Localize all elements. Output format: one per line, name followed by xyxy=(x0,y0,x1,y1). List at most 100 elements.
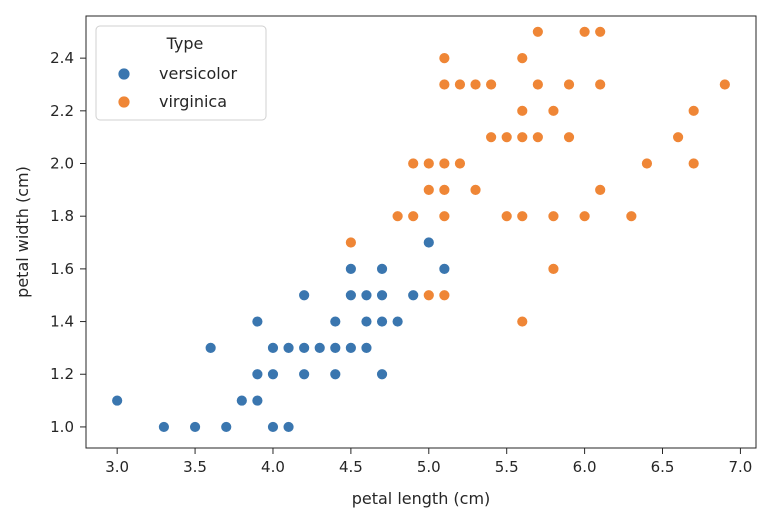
point-versicolor xyxy=(329,342,342,354)
x-tick-label: 3.0 xyxy=(105,458,129,476)
point-versicolor xyxy=(360,315,373,328)
point-virginica xyxy=(500,131,513,144)
y-tick-label: 1.0 xyxy=(50,418,74,436)
point-virginica xyxy=(422,157,435,170)
y-tick-label: 2.4 xyxy=(50,49,74,67)
point-versicolor xyxy=(344,289,357,302)
y-tick-label: 1.4 xyxy=(50,313,74,331)
point-virginica xyxy=(594,25,607,38)
legend-label-virginica: virginica xyxy=(159,92,227,111)
point-virginica xyxy=(531,131,544,144)
point-virginica xyxy=(687,104,700,117)
points-layer xyxy=(111,25,731,433)
point-versicolor xyxy=(158,421,170,433)
y-tick-label: 1.2 xyxy=(50,365,74,383)
point-virginica xyxy=(438,52,451,65)
point-virginica xyxy=(594,183,607,196)
x-tick-label: 5.0 xyxy=(417,458,441,476)
x-tick-label: 7.0 xyxy=(728,458,752,476)
point-virginica xyxy=(516,131,529,144)
point-virginica xyxy=(594,78,607,91)
y-axis: 1.0 1.2 1.4 1.6 1.8 2.0 2.2 2.4 xyxy=(50,49,86,436)
point-versicolor xyxy=(422,236,435,249)
x-tick-label: 3.5 xyxy=(183,458,207,476)
point-virginica xyxy=(438,78,451,91)
point-virginica xyxy=(687,157,700,170)
point-virginica xyxy=(516,210,529,223)
point-virginica xyxy=(438,289,451,302)
point-virginica xyxy=(531,25,544,38)
point-virginica xyxy=(641,157,653,170)
x-tick-label: 5.5 xyxy=(495,458,519,476)
x-tick-label: 6.5 xyxy=(651,458,675,476)
y-tick-label: 1.6 xyxy=(50,260,74,278)
point-virginica xyxy=(407,157,420,170)
point-versicolor xyxy=(235,394,248,407)
point-versicolor xyxy=(391,315,404,328)
x-axis: 3.0 3.5 4.0 4.5 5.0 5.5 6.0 6.5 7.0 xyxy=(105,448,752,476)
point-versicolor xyxy=(407,289,420,302)
point-versicolor xyxy=(360,342,373,354)
legend: Type versicolor virginica xyxy=(95,25,267,121)
point-virginica xyxy=(547,210,560,223)
point-virginica xyxy=(516,52,529,65)
point-versicolor xyxy=(220,421,233,433)
y-tick-label: 2.2 xyxy=(50,102,74,120)
point-virginica xyxy=(547,262,560,275)
point-versicolor xyxy=(111,394,124,407)
y-axis-label: petal width (cm) xyxy=(13,166,32,298)
point-virginica xyxy=(563,131,575,144)
point-virginica xyxy=(438,157,451,170)
point-virginica xyxy=(407,210,420,223)
point-versicolor xyxy=(298,289,311,302)
point-virginica xyxy=(422,289,435,302)
point-virginica xyxy=(485,131,498,144)
x-tick-label: 6.0 xyxy=(573,458,597,476)
point-versicolor xyxy=(251,394,264,407)
point-versicolor xyxy=(438,262,451,275)
point-versicolor xyxy=(329,315,342,328)
point-virginica xyxy=(625,210,638,223)
point-versicolor xyxy=(282,342,295,354)
point-versicolor xyxy=(267,421,279,433)
point-virginica xyxy=(578,210,591,223)
point-versicolor xyxy=(344,342,357,354)
point-versicolor xyxy=(313,342,326,354)
point-virginica xyxy=(531,78,544,91)
y-tick-label: 1.8 xyxy=(50,207,74,225)
point-virginica xyxy=(469,78,482,91)
point-versicolor xyxy=(376,262,388,275)
point-versicolor xyxy=(376,315,388,328)
point-virginica xyxy=(454,157,466,170)
point-versicolor xyxy=(329,368,342,381)
point-virginica xyxy=(454,78,466,91)
point-virginica xyxy=(516,315,529,328)
x-tick-label: 4.0 xyxy=(261,458,285,476)
x-axis-label: petal length (cm) xyxy=(352,489,491,508)
point-virginica xyxy=(422,183,435,196)
point-versicolor xyxy=(344,262,357,275)
point-versicolor xyxy=(360,289,373,302)
point-versicolor xyxy=(298,368,311,381)
point-virginica xyxy=(469,183,482,196)
point-versicolor xyxy=(298,342,311,354)
legend-marker-versicolor xyxy=(117,67,131,81)
point-virginica xyxy=(547,104,560,117)
x-tick-label: 4.5 xyxy=(339,458,363,476)
point-virginica xyxy=(516,104,529,117)
point-versicolor xyxy=(189,421,201,433)
point-versicolor xyxy=(267,368,279,381)
point-virginica xyxy=(578,25,591,38)
point-versicolor xyxy=(376,368,388,381)
plot-frame xyxy=(85,15,757,449)
point-versicolor xyxy=(376,289,388,302)
point-versicolor xyxy=(251,368,264,381)
legend-marker-virginica xyxy=(117,95,131,109)
point-virginica xyxy=(718,78,731,91)
point-virginica xyxy=(391,210,404,223)
legend-box xyxy=(95,25,267,121)
legend-title: Type xyxy=(166,34,204,53)
point-virginica xyxy=(563,78,575,91)
point-virginica xyxy=(438,210,451,223)
